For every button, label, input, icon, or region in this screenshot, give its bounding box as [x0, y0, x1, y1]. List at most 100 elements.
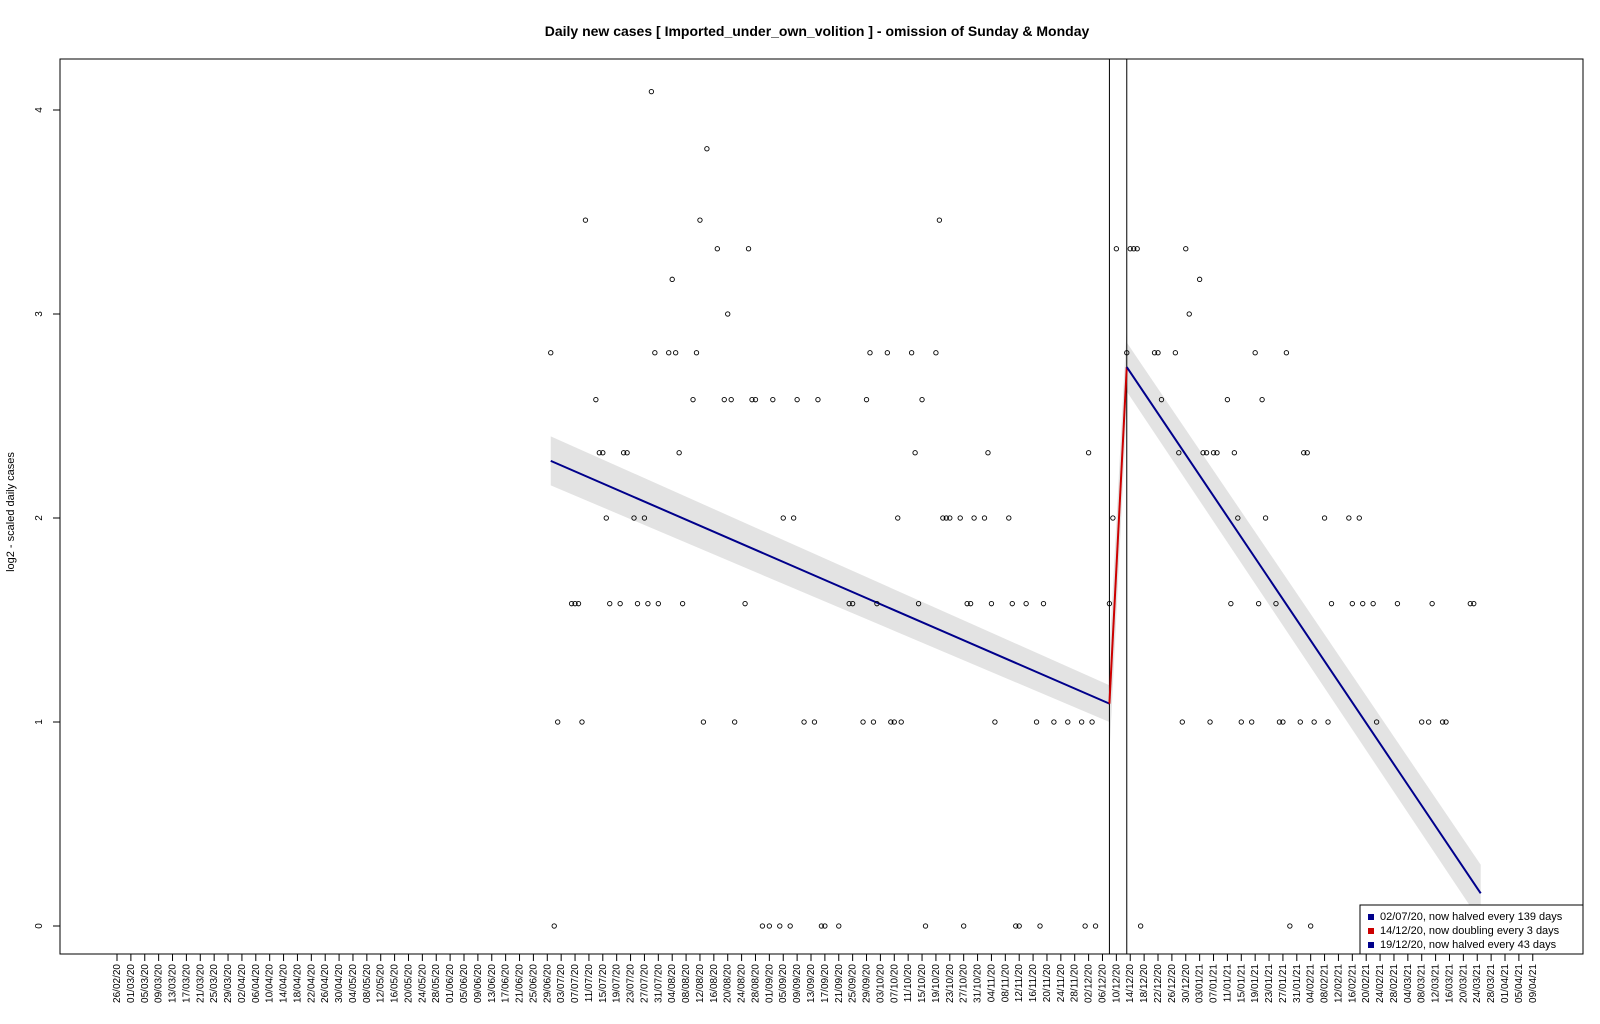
data-point: [1033, 719, 1040, 725]
data-point: [912, 450, 918, 456]
data-point: [742, 601, 748, 607]
data-point: [895, 515, 901, 521]
data-point: [1158, 397, 1165, 403]
x-tick-label: 25/09/20: [848, 964, 859, 1003]
x-tick-label: 18/04/20: [292, 964, 303, 1003]
x-tick-label: 08/11/20: [1000, 964, 1011, 1003]
data-point: [1370, 601, 1376, 607]
y-axis: 0 1 2 3 4: [34, 107, 61, 929]
data-point: [1009, 601, 1015, 607]
data-point: [811, 719, 818, 725]
data-point: [752, 397, 759, 403]
data-point: [981, 515, 988, 521]
data-point: [1259, 397, 1265, 403]
x-tick-label: 15/01/21: [1236, 964, 1247, 1003]
x-tick-label: 07/07/20: [570, 964, 581, 1003]
data-point: [891, 719, 897, 725]
x-tick-label: 04/08/20: [667, 964, 678, 1003]
data-point: [1082, 923, 1088, 929]
data-point: [1006, 515, 1012, 521]
data-point: [870, 719, 877, 725]
x-tick-label: 27/10/20: [959, 964, 970, 1003]
data-point: [933, 350, 939, 356]
data-point: [645, 601, 651, 607]
data-point: [1273, 601, 1279, 607]
x-tick-label: 19/07/20: [612, 964, 623, 1003]
x-tick-label: 21/06/20: [515, 964, 526, 1003]
data-point: [770, 397, 776, 403]
x-tick-label: 08/05/20: [362, 964, 373, 1003]
x-tick-label: 26/12/20: [1167, 964, 1178, 1003]
x-tick-label: 01/04/21: [1500, 964, 1511, 1003]
legend-label-3: 19/12/20, now halved every 43 days: [1380, 939, 1557, 951]
y-tick-label: 2: [34, 515, 45, 521]
data-point: [908, 350, 915, 356]
legend-swatch-1: [1368, 914, 1374, 920]
chart-title: Daily new cases [ Imported_under_own_vol…: [545, 23, 1090, 39]
data-point: [1079, 719, 1085, 725]
data-point: [1131, 246, 1137, 252]
data-point: [971, 515, 977, 521]
x-tick-label: 27/07/20: [639, 964, 650, 1003]
data-point: [634, 601, 641, 607]
data-point: [867, 350, 873, 356]
x-tick-label: 05/06/20: [459, 964, 470, 1003]
x-tick-label: 30/04/20: [334, 964, 345, 1003]
x-tick-label: 04/02/21: [1306, 964, 1317, 1003]
x-tick-label: 10/12/20: [1111, 964, 1122, 1003]
data-point: [947, 515, 953, 521]
x-tick-label: 21/09/20: [834, 964, 845, 1003]
x-tick-label: 12/11/20: [1014, 964, 1025, 1003]
data-point: [648, 88, 655, 95]
x-tick-label: 29/09/20: [862, 964, 873, 1003]
confidence-band-3: [1126, 342, 1481, 922]
data-point: [679, 601, 686, 607]
data-point: [749, 397, 755, 403]
data-point: [874, 601, 880, 607]
x-tick-label: 12/05/20: [376, 964, 387, 1003]
data-point: [791, 515, 797, 521]
data-point: [1092, 923, 1099, 929]
data-point: [967, 601, 974, 607]
data-point: [652, 350, 658, 356]
x-tick-label: 07/01/21: [1209, 964, 1220, 1003]
legend-box: [1359, 904, 1584, 955]
data-point: [1325, 719, 1331, 725]
x-tick-label: 16/05/20: [390, 964, 401, 1003]
data-point: [1394, 601, 1401, 607]
data-point: [1176, 450, 1182, 456]
data-point: [940, 515, 946, 521]
x-tick-label: 12/03/21: [1431, 964, 1442, 1003]
data-point: [922, 923, 929, 929]
x-tick-label: 05/04/21: [1514, 964, 1525, 1003]
x-tick-label: 09/09/20: [792, 964, 803, 1003]
trend-line-1: [550, 459, 1110, 705]
x-tick-label: 29/03/20: [223, 964, 234, 1003]
x-tick-label: 24/02/21: [1375, 964, 1386, 1003]
x-tick-label: 16/08/20: [709, 964, 720, 1003]
x-tick-label: 09/06/20: [473, 964, 484, 1003]
data-point: [1231, 450, 1237, 456]
data-point: [1134, 246, 1140, 252]
confidence-bands: [550, 326, 1481, 922]
x-tick-label: 29/06/20: [542, 964, 553, 1003]
x-tick-label: 24/05/20: [417, 964, 428, 1003]
data-point: [1467, 601, 1473, 607]
confidence-band-1: [550, 436, 1110, 722]
legend-label-2: 14/12/20, now doubling every 3 days: [1380, 925, 1560, 937]
data-point: [1124, 350, 1130, 356]
data-point: [690, 397, 696, 403]
data-point: [1426, 719, 1432, 725]
data-point: [1304, 450, 1310, 456]
data-point: [943, 515, 949, 521]
data-point: [1214, 450, 1220, 456]
trend-lines: [550, 366, 1482, 894]
data-point: [1287, 923, 1293, 929]
x-tick-label: 12/02/21: [1333, 964, 1344, 1003]
data-point: [1016, 923, 1022, 929]
x-tick-label: 17/09/20: [820, 964, 831, 1003]
data-point: [624, 450, 630, 456]
x-tick-label: 16/02/21: [1347, 964, 1358, 1003]
data-point: [1429, 601, 1435, 607]
x-tick-label: 11/01/21: [1222, 964, 1233, 1003]
